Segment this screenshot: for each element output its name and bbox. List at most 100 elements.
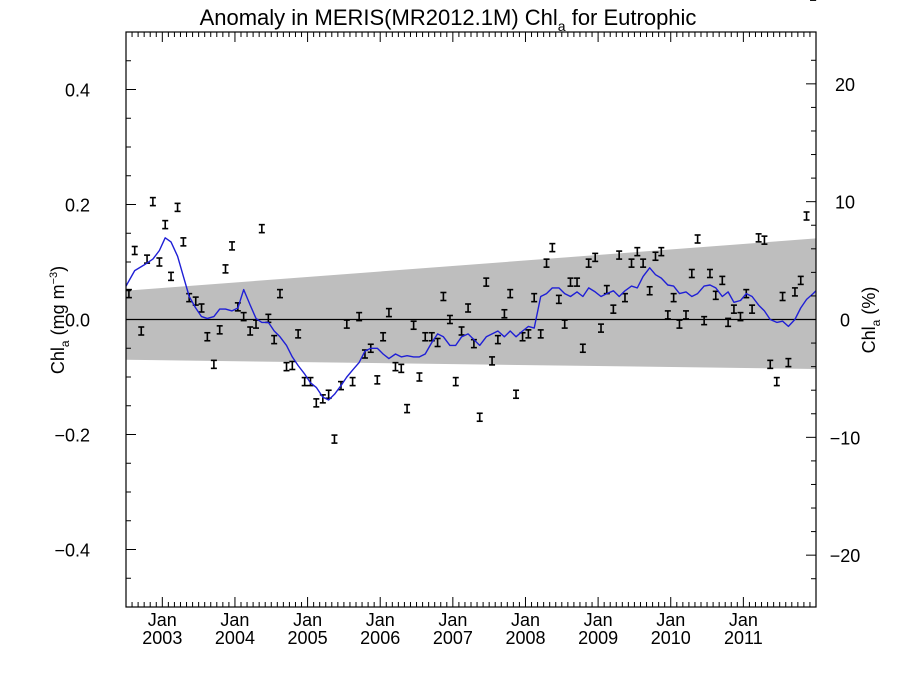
- data-point-errorbar: [773, 376, 780, 387]
- y-axis-left-label: Chla (mg m−3): [48, 266, 72, 374]
- data-point-errorbar: [476, 412, 483, 423]
- data-point-errorbar: [392, 361, 399, 372]
- monthly-points-layer: [125, 0, 817, 444]
- data-point-errorbar: [628, 258, 635, 268]
- data-point-errorbar: [652, 251, 659, 262]
- data-point-errorbar: [210, 359, 217, 370]
- data-point-errorbar: [761, 235, 768, 245]
- data-point-errorbar: [138, 326, 145, 336]
- data-point-errorbar: [676, 319, 683, 329]
- x-tick-label-year: 2006: [360, 628, 400, 648]
- data-point-errorbar: [380, 331, 387, 342]
- y-left-tick-label: −0.2: [54, 426, 90, 446]
- data-point-errorbar: [483, 277, 490, 287]
- data-point-errorbar: [688, 268, 695, 279]
- data-point-errorbar: [537, 329, 544, 339]
- data-point-errorbar: [543, 258, 550, 268]
- data-point-errorbar: [422, 331, 429, 342]
- data-point-errorbar: [555, 294, 562, 305]
- x-tick-label-month: Jan: [729, 610, 758, 630]
- data-point-errorbar: [301, 376, 308, 387]
- data-point-errorbar: [616, 250, 623, 260]
- y-left-tick-label: 0.4: [65, 81, 90, 101]
- x-tick-label-year: 2007: [433, 628, 473, 648]
- y-left-tick-label: 0.0: [65, 311, 90, 331]
- data-point-errorbar: [694, 234, 701, 244]
- data-point-errorbar: [797, 275, 804, 286]
- data-point-errorbar: [779, 291, 786, 302]
- data-point-errorbar: [416, 372, 423, 382]
- chart-title: Anomaly in MERIS(MR2012.1M) Chla for Eut…: [200, 5, 697, 34]
- data-point-errorbar: [706, 268, 713, 279]
- data-point-errorbar: [767, 359, 774, 370]
- data-point-errorbar: [730, 304, 737, 314]
- data-point-errorbar: [598, 323, 605, 333]
- x-tick-label-year: 2008: [505, 628, 545, 648]
- data-point-errorbar: [785, 357, 792, 368]
- data-point-errorbar: [258, 223, 265, 234]
- y-right-tick-label: −20: [830, 546, 861, 566]
- data-point-errorbar: [737, 311, 744, 322]
- x-tick-label-year: 2010: [651, 628, 691, 648]
- data-point-errorbar: [356, 311, 363, 322]
- data-point-errorbar: [398, 363, 405, 374]
- data-point-errorbar: [489, 356, 496, 366]
- data-point-errorbar: [682, 310, 689, 320]
- data-point-errorbar: [440, 291, 447, 302]
- data-point-errorbar: [131, 245, 138, 256]
- data-point-errorbar: [640, 258, 647, 268]
- data-point-errorbar: [579, 343, 586, 354]
- axis-layer: 0.40.20.0−0.2−0.420100−10−20Jan2003Jan20…: [54, 31, 861, 648]
- x-tick-label-month: Jan: [148, 610, 177, 630]
- data-point-errorbar: [513, 389, 520, 400]
- x-tick-label-year: 2005: [288, 628, 328, 648]
- y-left-tick-label: 0.2: [65, 196, 90, 216]
- smoothed-line-layer: [125, 237, 817, 401]
- y-axis-right-label: Chla (%): [859, 287, 883, 354]
- y-right-tick-label: −10: [830, 428, 861, 448]
- y-right-tick-label: 0: [840, 311, 850, 331]
- smoothed-series-line: [125, 237, 817, 401]
- data-point-errorbar: [749, 304, 756, 314]
- data-point-errorbar: [180, 237, 187, 247]
- data-point-errorbar: [276, 288, 283, 299]
- data-point-errorbar: [156, 257, 163, 267]
- x-tick-label-month: Jan: [293, 610, 322, 630]
- data-point-errorbar: [374, 375, 381, 385]
- data-point-errorbar: [174, 202, 181, 213]
- data-point-errorbar: [561, 319, 568, 329]
- data-point-errorbar: [458, 326, 465, 336]
- x-tick-label-year: 2004: [215, 628, 255, 648]
- data-point-errorbar: [331, 434, 338, 444]
- x-tick-label-month: Jan: [220, 610, 249, 630]
- y-right-tick-label: 10: [835, 193, 855, 213]
- x-tick-label-month: Jan: [584, 610, 613, 630]
- x-tick-label-year: 2009: [578, 628, 618, 648]
- data-point-errorbar: [216, 325, 223, 335]
- x-tick-label-year: 2003: [142, 628, 182, 648]
- data-point-errorbar: [283, 361, 290, 372]
- x-tick-label-month: Jan: [656, 610, 685, 630]
- data-point-errorbar: [446, 314, 453, 325]
- data-point-errorbar: [229, 241, 236, 251]
- data-point-errorbar: [549, 242, 556, 253]
- data-point-errorbar: [592, 252, 599, 263]
- data-point-errorbar: [385, 307, 392, 318]
- data-point-errorbar: [719, 275, 726, 286]
- data-point-errorbar: [313, 398, 320, 408]
- data-point-errorbar: [204, 331, 211, 342]
- data-point-errorbar: [162, 219, 169, 230]
- data-point-errorbar: [404, 403, 411, 414]
- data-point-errorbar: [149, 196, 156, 207]
- data-point-errorbar: [670, 292, 677, 303]
- data-point-errorbar: [343, 319, 350, 329]
- x-tick-label-year: 2011: [724, 628, 763, 648]
- data-point-errorbar: [494, 334, 501, 345]
- data-point-errorbar: [240, 311, 247, 322]
- data-point-errorbar: [452, 376, 459, 387]
- data-point-errorbar: [410, 320, 417, 331]
- data-point-errorbar: [349, 376, 356, 387]
- data-point-errorbar: [701, 315, 708, 326]
- data-point-errorbar: [271, 334, 278, 345]
